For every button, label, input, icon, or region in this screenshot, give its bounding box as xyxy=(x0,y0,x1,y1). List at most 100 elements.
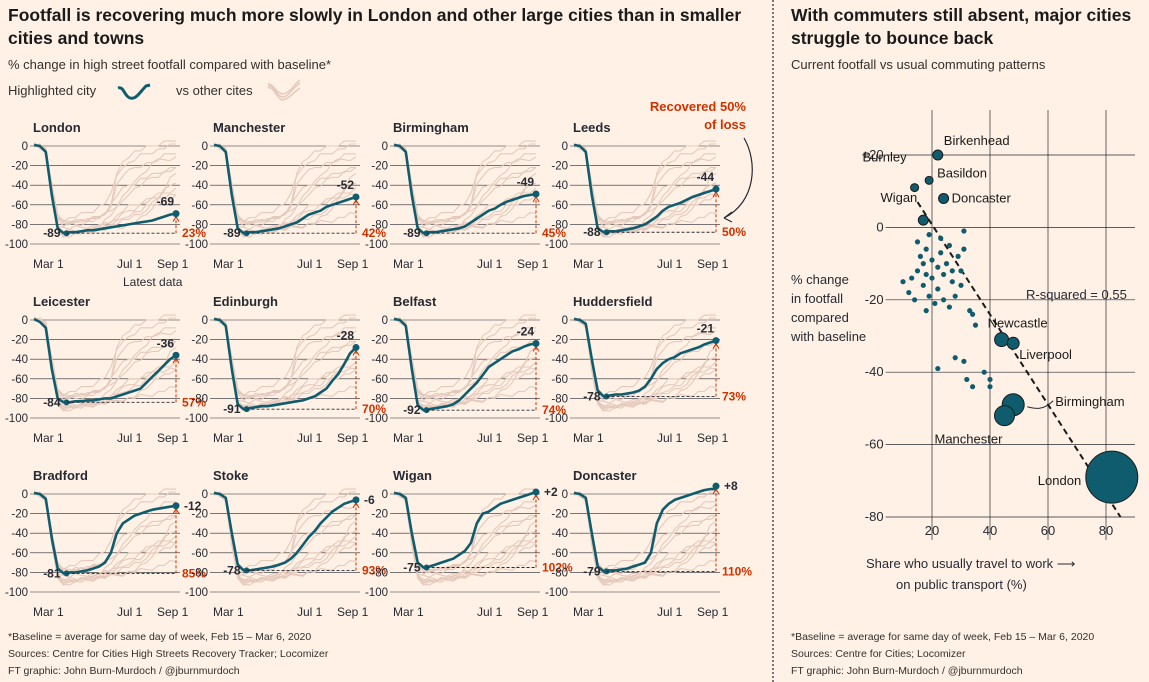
scatter-point xyxy=(941,297,947,303)
scatter-point xyxy=(920,261,926,267)
y-tick-label: -40 xyxy=(11,354,28,366)
right-credit: FT graphic: John Burn-Murdoch / @jburnmu… xyxy=(791,665,1023,677)
highlight-line xyxy=(573,487,716,573)
y-tick-label: -40 xyxy=(191,528,208,540)
legend-highlight-line-icon xyxy=(117,83,151,100)
legend-highlight-label: Highlighted city xyxy=(8,83,97,98)
y-tick-label: -20 xyxy=(191,335,208,347)
scatter-label: Wigan xyxy=(880,190,917,205)
other-city-line xyxy=(213,492,357,586)
scatter-label: London xyxy=(1038,473,1081,488)
panel-title: London xyxy=(33,120,81,135)
y-tick-label: -20 xyxy=(191,161,208,173)
latest-label: -12 xyxy=(184,499,202,513)
scatter-x-tick: 80 xyxy=(1099,523,1113,538)
x-tick-label: Jul 1 xyxy=(297,431,323,445)
recovered-label: 57% xyxy=(182,395,206,409)
y-tick-label: -80 xyxy=(371,219,388,231)
other-city-line xyxy=(393,314,536,399)
x-tick-label: Sep 1 xyxy=(517,605,549,619)
annotation-recovered-line2: of loss xyxy=(704,117,746,132)
y-tick-label: -60 xyxy=(371,548,388,560)
recovered-label: 74% xyxy=(542,403,566,417)
scatter-ylabel-line1: % change xyxy=(791,272,849,287)
highlight-line xyxy=(33,143,177,235)
scatter-label: Birmingham xyxy=(1055,394,1124,409)
other-city-line xyxy=(33,492,177,586)
left-title-line1: Footfall is recovering much more slowly … xyxy=(8,5,742,25)
highlight-line xyxy=(33,491,177,575)
y-tick-label: 0 xyxy=(382,315,388,327)
scatter-ylabel-line2: in footfall xyxy=(791,291,844,306)
y-tick-label: 0 xyxy=(562,141,568,153)
x-tick-label: Sep 1 xyxy=(157,605,189,619)
min-label: -81 xyxy=(43,566,61,580)
scatter-point xyxy=(987,384,993,390)
panel-title: Wigan xyxy=(393,468,432,483)
latest-point xyxy=(712,185,720,193)
right-title-line2: struggle to bounce back xyxy=(791,28,994,48)
panel-title: Belfast xyxy=(393,294,437,309)
y-tick-label: -60 xyxy=(191,374,208,386)
x-tick-label: Mar 1 xyxy=(573,605,604,619)
scatter-label: Basildon xyxy=(937,165,987,180)
other-city-line xyxy=(213,144,357,238)
panel-title: Birmingham xyxy=(393,120,469,135)
highlight-line xyxy=(213,317,357,411)
other-city-line xyxy=(393,491,536,573)
latest-label: -69 xyxy=(157,195,175,209)
x-tick-label: Mar 1 xyxy=(393,431,424,445)
y-tick-label: -80 xyxy=(371,393,388,405)
scatter-point xyxy=(941,271,947,278)
y-tick-label: -40 xyxy=(191,354,208,366)
scatter-x-tick: 60 xyxy=(1041,523,1055,538)
other-city-line xyxy=(393,140,536,225)
scatter-x-tick: 40 xyxy=(983,523,997,538)
other-city-line xyxy=(393,144,537,238)
highlight-line xyxy=(393,317,537,412)
panel-title: Stoke xyxy=(213,468,248,483)
latest-point xyxy=(172,502,180,510)
scatter-point xyxy=(926,293,932,299)
y-tick-label: -100 xyxy=(365,239,388,251)
scatter-y-tick: -60 xyxy=(865,437,884,452)
panel-stoke: Stoke 0 -20 -40 -60 -80 -100 -78 -6 93% Mar 1 Jul 1… xyxy=(185,468,386,619)
highlight-line xyxy=(573,317,717,398)
left-title-line2: cities and towns xyxy=(8,28,145,48)
x-tick-label: Jul 1 xyxy=(297,257,323,271)
scatter-point xyxy=(981,369,987,375)
scatter-point-newcastle xyxy=(994,332,1010,348)
panel-leeds: Leeds 0 -20 -40 -60 -80 -100 -88 -44 50% Mar 1 Jul … xyxy=(545,120,746,271)
latest-label: -21 xyxy=(697,322,715,336)
latest-label: -52 xyxy=(337,178,355,192)
y-tick-label: -60 xyxy=(11,200,28,212)
other-city-line xyxy=(33,492,177,586)
latest-point xyxy=(712,337,720,345)
recovered-label: 110% xyxy=(722,564,752,578)
x-tick-label: Mar 1 xyxy=(213,257,244,271)
x-tick-label: Mar 1 xyxy=(393,605,424,619)
other-city-line xyxy=(33,144,177,238)
y-tick-label: -60 xyxy=(551,374,568,386)
y-tick-label: -100 xyxy=(365,587,388,599)
recovered-label: 85% xyxy=(182,566,206,580)
x-tick-label: Jul 1 xyxy=(297,605,323,619)
x-tick-label: Sep 1 xyxy=(157,257,189,271)
y-tick-label: 0 xyxy=(382,141,388,153)
y-tick-label: 0 xyxy=(22,141,28,153)
other-city-line xyxy=(33,140,176,225)
x-tick-label: Jul 1 xyxy=(477,257,503,271)
x-tick-label: Mar 1 xyxy=(573,431,604,445)
scatter-point xyxy=(987,376,993,383)
panel-title: Edinburgh xyxy=(213,294,278,309)
scatter-point xyxy=(909,275,915,281)
panel-london: London 0 -20 -40 -60 -80 -100 -89 -69 23% Mar 1 Jul… xyxy=(5,120,206,271)
latest-label: -6 xyxy=(364,493,375,507)
scatter-label: Newcastle xyxy=(988,316,1048,331)
min-label: -75 xyxy=(403,561,421,575)
min-label: -89 xyxy=(403,226,421,240)
left-credit: FT graphic: John Burn-Murdoch / @jburnmu… xyxy=(8,665,240,677)
scatter-point xyxy=(935,365,941,372)
latest-point xyxy=(532,340,540,348)
scatter-y-tick: +20 xyxy=(862,147,884,162)
